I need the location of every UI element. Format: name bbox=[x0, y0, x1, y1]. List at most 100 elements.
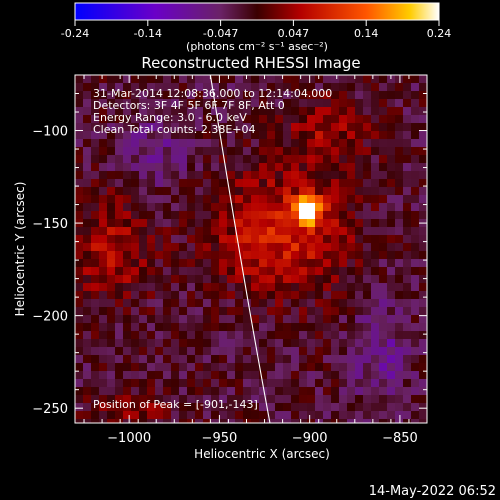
heatmap-cell bbox=[99, 403, 108, 412]
heatmap-cell bbox=[315, 115, 324, 124]
heatmap-cell bbox=[115, 339, 124, 348]
heatmap-cell bbox=[219, 171, 228, 180]
heatmap-cell bbox=[131, 275, 140, 284]
heatmap-cell bbox=[99, 339, 108, 348]
heatmap-cell bbox=[387, 275, 396, 284]
heatmap-cell bbox=[235, 139, 244, 148]
heatmap-cell bbox=[323, 179, 332, 188]
heatmap-cell bbox=[419, 259, 427, 268]
heatmap-cell bbox=[219, 187, 228, 196]
heatmap-cell bbox=[403, 147, 412, 156]
heatmap-cell bbox=[331, 355, 340, 364]
heatmap-cell bbox=[419, 403, 427, 412]
heatmap-cell bbox=[411, 219, 420, 228]
heatmap-cell bbox=[411, 91, 420, 100]
heatmap-cell bbox=[139, 283, 148, 292]
heatmap-cell bbox=[219, 83, 228, 92]
heatmap-cell bbox=[251, 307, 260, 316]
heatmap-cell bbox=[123, 363, 132, 372]
heatmap-cell bbox=[331, 91, 340, 100]
heatmap-cell bbox=[419, 243, 427, 252]
heatmap-cell bbox=[267, 411, 276, 420]
heatmap-cell bbox=[83, 107, 92, 116]
heatmap-cell bbox=[227, 395, 236, 404]
heatmap-cell bbox=[403, 267, 412, 276]
heatmap-cell bbox=[227, 259, 236, 268]
heatmap-cell bbox=[195, 403, 204, 412]
heatmap-cell bbox=[123, 283, 132, 292]
heatmap-cell bbox=[267, 155, 276, 164]
heatmap-cell bbox=[323, 83, 332, 92]
heatmap-cell bbox=[379, 283, 388, 292]
heatmap-cell bbox=[347, 99, 356, 108]
heatmap-cell bbox=[259, 275, 268, 284]
heatmap-cell bbox=[323, 139, 332, 148]
heatmap-cell bbox=[139, 243, 148, 252]
heatmap-cell bbox=[83, 323, 92, 332]
heatmap-cell bbox=[147, 243, 156, 252]
heatmap-cell bbox=[75, 355, 84, 364]
heatmap-cell bbox=[307, 395, 316, 404]
heatmap-cell bbox=[147, 331, 156, 340]
heatmap-cell bbox=[235, 203, 244, 212]
heatmap-cell bbox=[291, 99, 300, 108]
heatmap-cell bbox=[187, 147, 196, 156]
heatmap-cell bbox=[227, 371, 236, 380]
heatmap-cell bbox=[283, 411, 292, 420]
heatmap-cell bbox=[91, 347, 100, 356]
heatmap-cell bbox=[283, 395, 292, 404]
heatmap-cell bbox=[235, 155, 244, 164]
heatmap-cell bbox=[155, 387, 164, 396]
heatmap-cell bbox=[251, 283, 260, 292]
heatmap-cell bbox=[355, 123, 364, 132]
heatmap-cell bbox=[363, 379, 372, 388]
heatmap-cell bbox=[179, 371, 188, 380]
heatmap-cell bbox=[83, 387, 92, 396]
heatmap-cell bbox=[99, 187, 108, 196]
heatmap-cell bbox=[163, 299, 172, 308]
heatmap-cell bbox=[411, 123, 420, 132]
heatmap-cell bbox=[99, 147, 108, 156]
heatmap-cell bbox=[75, 235, 84, 244]
heatmap-cell bbox=[331, 259, 340, 268]
heatmap-cell bbox=[411, 315, 420, 324]
heatmap-cell bbox=[211, 83, 220, 92]
heatmap-cell bbox=[171, 347, 180, 356]
heatmap-cell bbox=[355, 115, 364, 124]
heatmap-cell bbox=[371, 403, 380, 412]
heatmap-cell bbox=[227, 123, 236, 132]
heatmap-cell bbox=[211, 323, 220, 332]
heatmap-cell bbox=[355, 83, 364, 92]
heatmap-cell bbox=[387, 219, 396, 228]
heatmap-cell bbox=[267, 91, 276, 100]
heatmap-cell bbox=[387, 83, 396, 92]
heatmap-cell bbox=[275, 315, 284, 324]
heatmap-cell bbox=[123, 275, 132, 284]
heatmap-cell bbox=[187, 195, 196, 204]
heatmap-cell bbox=[195, 275, 204, 284]
heatmap-cell bbox=[315, 275, 324, 284]
heatmap-cell bbox=[411, 395, 420, 404]
heatmap-cell bbox=[275, 91, 284, 100]
heatmap-cell bbox=[163, 307, 172, 316]
heatmap-cell bbox=[355, 307, 364, 316]
heatmap-cell bbox=[187, 387, 196, 396]
heatmap-cell bbox=[363, 123, 372, 132]
heatmap-cell bbox=[411, 283, 420, 292]
heatmap-cell bbox=[115, 267, 124, 276]
heatmap-cell bbox=[219, 347, 228, 356]
heatmap-cell bbox=[331, 371, 340, 380]
heatmap-cell bbox=[347, 323, 356, 332]
heatmap-cell bbox=[131, 347, 140, 356]
heatmap-cell bbox=[187, 155, 196, 164]
heatmap-cell bbox=[187, 179, 196, 188]
heatmap-cell bbox=[347, 403, 356, 412]
heatmap-cell bbox=[387, 331, 396, 340]
heatmap-cell bbox=[283, 235, 292, 244]
heatmap-cell bbox=[187, 315, 196, 324]
heatmap-cell bbox=[163, 323, 172, 332]
heatmap-cell bbox=[227, 355, 236, 364]
heatmap-cell bbox=[331, 243, 340, 252]
heatmap-cell bbox=[107, 171, 116, 180]
heatmap-cell bbox=[99, 283, 108, 292]
